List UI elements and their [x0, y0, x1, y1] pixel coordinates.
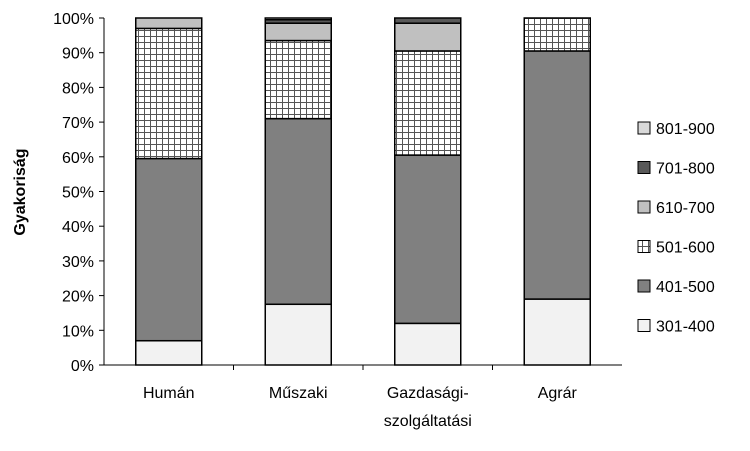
bars — [135, 17, 591, 366]
x-category-label: Humán — [143, 385, 195, 402]
bar-segment — [264, 17, 332, 21]
legend-label: 401-500 — [656, 279, 715, 296]
bar-segment — [264, 117, 332, 306]
legend-swatch — [637, 279, 651, 293]
bar-segment — [394, 322, 462, 366]
bar-stack — [264, 17, 332, 366]
legend-item: 301-400 — [637, 319, 715, 336]
bar-segment — [394, 154, 462, 325]
legend-swatch — [637, 319, 651, 332]
bar-segment — [523, 298, 591, 366]
y-tick-label: 30% — [62, 254, 94, 271]
y-tick-label: 70% — [62, 115, 94, 132]
y-tick-label: 60% — [62, 150, 94, 167]
legend-label: 801-900 — [656, 121, 715, 138]
y-tick-label: 80% — [62, 80, 94, 97]
legend-label: 501-600 — [656, 240, 715, 257]
y-tick-label: 90% — [62, 46, 94, 63]
bar-segment — [523, 17, 591, 52]
legend-swatch — [637, 240, 651, 253]
x-category-label: Műszaki — [269, 385, 328, 402]
legend-item: 401-500 — [637, 279, 715, 296]
legend-label: 701-800 — [656, 161, 715, 178]
bar-segment — [135, 27, 203, 160]
bar-stack — [394, 17, 462, 366]
bar-segment — [394, 22, 462, 52]
legend-swatch — [637, 121, 651, 135]
legend-item: 501-600 — [637, 240, 715, 257]
legend-item: 701-800 — [637, 161, 715, 178]
legend-swatch — [637, 200, 651, 214]
bar-segment — [264, 39, 332, 120]
bar-segment — [264, 303, 332, 366]
x-category-label: Gazdasági- — [387, 385, 469, 402]
bar-stack — [135, 17, 203, 366]
bar-segment — [394, 50, 462, 156]
y-tick-label: 50% — [62, 185, 94, 202]
legend-label: 610-700 — [656, 200, 715, 217]
bar-segment — [394, 17, 462, 24]
y-tick-label: 40% — [62, 219, 94, 236]
x-axis: Humán Műszaki Gazdasági-szolgáltatási Agrár — [104, 364, 622, 430]
y-tick-label: 10% — [62, 323, 94, 340]
bar-segment — [135, 339, 203, 366]
y-tick-label: 0% — [71, 358, 94, 375]
bar-segment — [135, 17, 203, 30]
y-axis: 0% 10% 20% 30% 40% 50% 60% 70% 80% 90% 100% — [53, 11, 105, 375]
legend-item: 801-900 — [637, 121, 715, 138]
legend-swatch — [637, 161, 651, 174]
legend-item: 610-700 — [637, 200, 715, 217]
bar-stack — [523, 17, 591, 366]
x-category-label: szolgáltatási — [384, 413, 472, 430]
x-category-label: Agrár — [538, 385, 578, 402]
legend-label: 301-400 — [656, 319, 715, 336]
bar-segment — [523, 50, 591, 300]
legend: 801-900 701-800 610-700 501-600 401-500 301-4… — [637, 121, 715, 336]
bar-segment — [264, 22, 332, 42]
bar-segment — [135, 157, 203, 342]
y-axis-title: Gyakoriság — [12, 148, 29, 235]
y-tick-label: 100% — [53, 11, 94, 28]
y-tick-label: 20% — [62, 289, 94, 306]
